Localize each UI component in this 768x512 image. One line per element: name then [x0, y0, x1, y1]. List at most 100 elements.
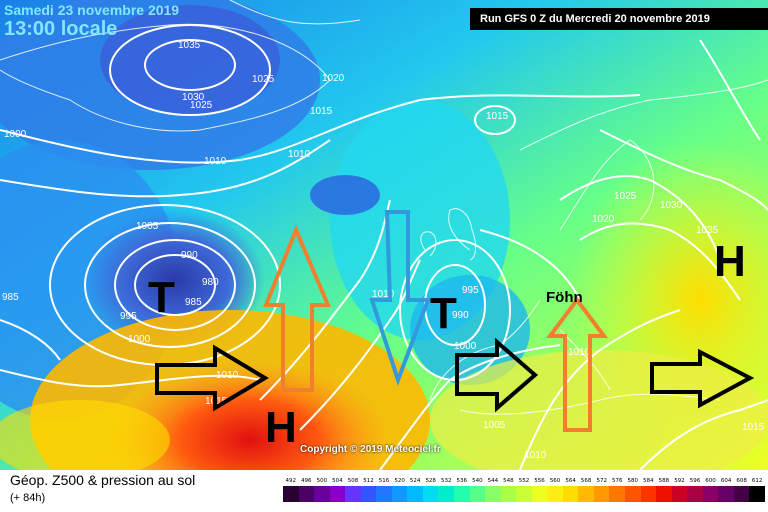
colorbar-swatch [376, 486, 392, 502]
baltic-coast [559, 139, 655, 231]
scandinavia-coast [519, 79, 768, 151]
colorbar-swatch [547, 486, 563, 502]
colorbar-value: 584 [643, 478, 654, 484]
isobar [639, 399, 768, 470]
colorbar-swatch [702, 486, 719, 502]
colorbar-value: 604 [720, 478, 732, 484]
colorbar-swatch [656, 486, 672, 502]
colorbar-swatch [438, 486, 455, 502]
isobars [0, 24, 768, 470]
flow-arrow-east-1 [155, 344, 269, 412]
isobar-label: 1015 [310, 106, 333, 117]
isobar-label: 1005 [136, 221, 159, 232]
colorbar-swatch [422, 486, 439, 502]
isobar-label: 990 [181, 250, 198, 261]
run-banner: Run GFS 0 Z du Mercredi 20 novembre 2019 [470, 8, 768, 30]
isobar [109, 24, 271, 116]
isobar-label: 1010 [204, 156, 227, 167]
colorbar-value: 532 [440, 478, 452, 484]
isobar-label: 1000 [454, 341, 477, 352]
colorbar-swatch [345, 486, 361, 502]
colorbar-swatch [360, 486, 377, 502]
colorbar-swatch [391, 486, 408, 502]
med-field [430, 350, 768, 470]
colorbar-value: 568 [580, 478, 592, 484]
isobar-label: 990 [452, 310, 469, 321]
isobar-label: 1000 [128, 334, 151, 345]
isobar-label: 1015 [742, 422, 765, 433]
colorbar-value: 504 [332, 478, 343, 484]
colorbar-value: 524 [409, 478, 421, 484]
isobar-label: 1015 [486, 111, 509, 122]
weather-map: 1035 1025 1020 1030 1025 1015 1015 1010 … [0, 0, 768, 470]
isobar-label: 1010 [216, 370, 239, 381]
colorbar-value: 552 [518, 478, 530, 484]
colorbar-swatch [671, 486, 688, 502]
isobar-labels: 1035 1025 1020 1030 1025 1015 1015 1010 … [2, 40, 765, 461]
colorbar-swatch [578, 486, 594, 502]
colorbar-value: 508 [347, 478, 359, 484]
map-product-title: Géop. Z500 & pression au sol [10, 472, 196, 488]
arctic-coast [229, 0, 361, 25]
forecast-date: Samedi 23 novembre 2019 [4, 2, 180, 18]
greenland-coast [0, 23, 331, 132]
low-pressure-atlantic-letter: T [148, 273, 175, 322]
colorbar-swatch [283, 486, 299, 502]
colorbar-swatch [718, 486, 734, 502]
colorbar-swatch [625, 486, 641, 502]
isobar-label: 995 [462, 285, 479, 296]
colorbar-labels: 492 496 500 504 508 512 516 520 524 528 532 536 540 5… [283, 478, 765, 484]
isobar-label: 1020 [592, 214, 615, 225]
cold-arrows [369, 210, 431, 387]
colorbar-value: 612 [751, 478, 763, 484]
map-header: Samedi 23 novembre 2019 13:00 locale [4, 2, 179, 41]
isobar-label: 1025 [614, 191, 637, 202]
isobar [0, 369, 261, 388]
colorbar-value: 564 [565, 478, 576, 484]
isobar [559, 175, 721, 261]
forecast-hour: (+ 84h) [10, 492, 46, 504]
colorbar-swatch [687, 486, 703, 502]
fohn-label: Föhn [546, 289, 583, 306]
high-pressure-atlantic-letter: H [265, 403, 297, 452]
isobar-label: 1025 [252, 74, 275, 85]
colorbar-swatch [485, 486, 501, 502]
isobar [599, 129, 768, 211]
colorbar-swatch [469, 486, 486, 502]
map-canvas: 1035 1025 1020 1030 1025 1015 1015 1010 … [0, 0, 768, 470]
copyright-notice: Copyright © 2019 Meteociel.fr [300, 444, 441, 455]
colorbar-value: 560 [549, 478, 561, 484]
isobar [0, 319, 61, 361]
colorbar-swatch [329, 486, 346, 502]
isobar-label: 1025 [190, 100, 213, 111]
isobar [0, 139, 331, 198]
ireland-coast [420, 231, 437, 257]
colorbar-swatch [640, 486, 657, 502]
isobar [114, 239, 236, 331]
colorbar-value: 556 [534, 478, 545, 484]
isobar [299, 259, 421, 431]
colorbar-value: 540 [472, 478, 483, 484]
colorbar-value: 576 [612, 478, 623, 484]
isobar [579, 222, 741, 301]
colorbar-value: 548 [503, 478, 514, 484]
colorbar-value: 600 [705, 478, 716, 484]
isobar [519, 309, 681, 470]
colorbar-value: 516 [378, 478, 390, 484]
flow-arrow-east-2 [455, 337, 539, 413]
colorbar-swatch [609, 486, 626, 502]
colorbar-value: 528 [425, 478, 436, 484]
isobar-label: 1035 [178, 40, 201, 51]
flow-arrows [155, 337, 755, 413]
colorbar-swatch [500, 486, 517, 502]
isobar [474, 105, 516, 135]
isobar-label: 1005 [483, 420, 506, 431]
isobar [144, 39, 236, 91]
colorbar-value: 500 [316, 478, 328, 484]
colorbar-swatch [562, 486, 579, 502]
fohn-arrow [546, 296, 608, 432]
isobar [84, 222, 256, 348]
colorbar-value: 512 [363, 478, 374, 484]
isobar-label: 1010 [372, 289, 395, 300]
isobar [0, 94, 641, 164]
